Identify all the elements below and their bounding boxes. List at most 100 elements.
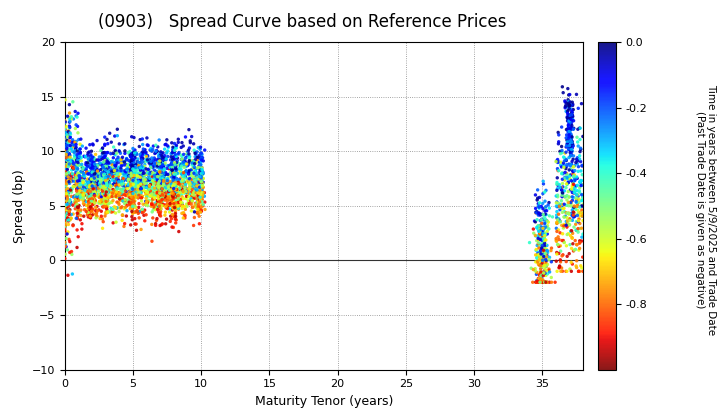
Point xyxy=(554,148,566,155)
Point xyxy=(59,243,71,249)
Point xyxy=(87,179,99,186)
Point xyxy=(129,209,140,215)
Point xyxy=(62,179,73,186)
Point xyxy=(551,158,562,164)
Point xyxy=(535,228,546,235)
Point xyxy=(161,185,172,192)
Point xyxy=(162,205,174,212)
Point xyxy=(157,189,168,196)
Point xyxy=(539,279,550,286)
Point xyxy=(552,192,563,199)
Point xyxy=(563,161,575,168)
Point xyxy=(168,155,179,162)
Point xyxy=(156,167,168,173)
Point xyxy=(91,137,103,144)
Point xyxy=(562,181,573,188)
Point xyxy=(122,197,133,203)
Point xyxy=(61,170,73,176)
Point xyxy=(194,194,205,200)
Point xyxy=(531,242,543,249)
Point xyxy=(128,174,140,181)
Point xyxy=(565,152,577,159)
Point xyxy=(568,194,580,201)
Point xyxy=(186,194,197,201)
Point xyxy=(153,178,165,185)
Point xyxy=(139,172,150,178)
Point xyxy=(572,192,583,198)
Point xyxy=(553,250,564,257)
Point xyxy=(99,189,110,195)
Point xyxy=(98,164,109,171)
Point xyxy=(192,210,203,216)
Point xyxy=(175,151,186,158)
Point xyxy=(195,174,207,181)
Point xyxy=(87,189,99,196)
Point xyxy=(72,204,84,211)
Point xyxy=(99,182,111,189)
Point xyxy=(188,192,199,198)
Point xyxy=(549,279,561,286)
Point xyxy=(160,187,171,194)
Point xyxy=(152,197,163,204)
Point xyxy=(532,226,544,233)
Point xyxy=(168,144,180,151)
Point xyxy=(163,165,175,172)
Point xyxy=(566,107,577,113)
Point xyxy=(147,177,158,184)
Point xyxy=(107,182,118,189)
Point xyxy=(571,227,582,234)
Point xyxy=(71,178,83,185)
Point xyxy=(102,179,113,186)
Point xyxy=(552,174,563,181)
Point xyxy=(160,176,171,183)
Point xyxy=(168,156,180,163)
Point xyxy=(81,192,92,199)
Point xyxy=(87,196,99,202)
Point xyxy=(564,131,575,137)
Point xyxy=(74,182,86,189)
Point xyxy=(196,186,207,193)
Point xyxy=(170,180,181,187)
Point xyxy=(132,180,144,187)
Point xyxy=(139,161,150,168)
Point xyxy=(127,166,138,173)
Point xyxy=(158,165,170,172)
Point xyxy=(177,159,189,165)
Point xyxy=(189,208,200,215)
Point xyxy=(562,129,574,135)
Point xyxy=(78,184,90,190)
Point xyxy=(83,171,94,177)
Point xyxy=(168,183,180,189)
Point xyxy=(559,99,571,105)
Point xyxy=(168,160,180,166)
Point xyxy=(175,175,186,181)
Point xyxy=(564,138,576,144)
Point xyxy=(96,215,108,222)
Point xyxy=(148,171,159,177)
Point xyxy=(195,197,207,204)
Point xyxy=(135,172,147,179)
Point xyxy=(166,150,177,157)
Point xyxy=(166,195,178,202)
Point xyxy=(145,182,156,189)
Point xyxy=(98,200,109,206)
Point xyxy=(178,188,189,194)
Point xyxy=(62,141,73,147)
Point xyxy=(127,158,138,165)
Point xyxy=(99,169,111,176)
Point xyxy=(166,160,178,167)
Point xyxy=(534,271,545,278)
Point xyxy=(173,199,184,205)
Point xyxy=(567,168,579,175)
Point xyxy=(158,168,169,175)
Point xyxy=(114,171,126,178)
Point xyxy=(541,247,553,254)
Point xyxy=(550,158,562,165)
Point xyxy=(154,164,166,171)
Point xyxy=(541,207,552,214)
Point xyxy=(91,167,102,173)
Point xyxy=(535,241,546,248)
Point xyxy=(81,183,92,190)
Point xyxy=(89,189,100,196)
Point xyxy=(194,168,206,175)
